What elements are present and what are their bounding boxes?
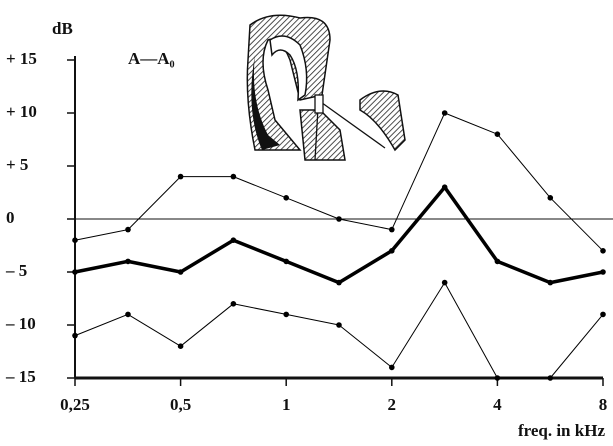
data-point xyxy=(547,195,553,201)
y-tick-label: + 15 xyxy=(6,49,37,68)
data-point xyxy=(283,195,289,201)
data-point xyxy=(336,280,342,286)
data-point xyxy=(178,343,184,349)
x-tick-label: 0,25 xyxy=(60,395,90,414)
data-point xyxy=(442,184,448,190)
data-point xyxy=(389,365,395,371)
data-point xyxy=(125,312,131,318)
series-line xyxy=(75,187,603,282)
data-point xyxy=(600,312,606,318)
x-axis-label: freq. in kHz xyxy=(518,421,606,440)
data-point xyxy=(336,322,342,328)
data-point xyxy=(72,269,78,275)
data-point xyxy=(442,280,448,286)
data-point xyxy=(231,301,237,307)
data-point xyxy=(600,269,606,275)
y-tick-label: – 15 xyxy=(5,367,36,386)
x-tick-label: 0,5 xyxy=(170,395,191,414)
data-point xyxy=(389,227,395,233)
data-point xyxy=(495,375,501,381)
x-tick-label: 8 xyxy=(599,395,608,414)
chart: dB A—A₀ freq. in kHz + 15 + 10 + 5 0 – 5 – 10… xyxy=(0,0,613,446)
y-tick-label: – 10 xyxy=(5,314,36,333)
data-point xyxy=(231,237,237,243)
annotation: A—A₀ xyxy=(128,49,175,68)
data-point xyxy=(389,248,395,254)
data-point xyxy=(495,259,501,265)
y-tick-label: + 10 xyxy=(6,102,37,121)
y-axis-label: dB xyxy=(52,19,73,38)
data-point xyxy=(283,259,289,265)
data-point xyxy=(283,312,289,318)
series-line xyxy=(75,283,603,378)
x-tick-label: 4 xyxy=(493,395,502,414)
y-tick-label: + 5 xyxy=(6,155,28,174)
data-point xyxy=(495,131,501,137)
data-point xyxy=(231,174,237,180)
data-point xyxy=(547,280,553,286)
data-point xyxy=(178,174,184,180)
data-point xyxy=(600,248,606,254)
data-point xyxy=(178,269,184,275)
data-point xyxy=(442,110,448,116)
data-point xyxy=(547,375,553,381)
y-tick-label: 0 xyxy=(6,208,15,227)
x-tick-label: 2 xyxy=(388,395,397,414)
data-point xyxy=(72,237,78,243)
data-point xyxy=(72,333,78,339)
ear-illustration xyxy=(247,15,405,160)
y-tick-label: – 5 xyxy=(5,261,27,280)
data-point xyxy=(336,216,342,222)
data-point xyxy=(125,227,131,233)
x-tick-label: 1 xyxy=(282,395,291,414)
data-point xyxy=(125,259,131,265)
